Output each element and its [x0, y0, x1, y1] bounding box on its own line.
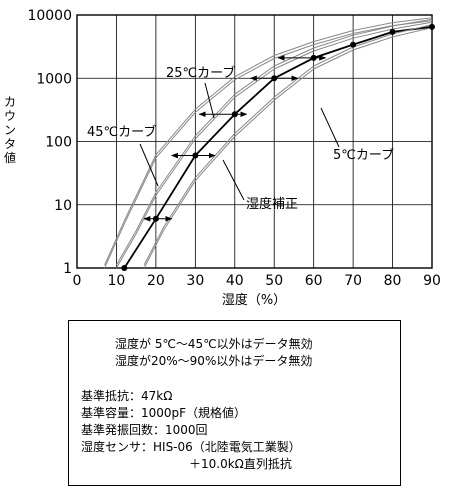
- data-point: [429, 23, 435, 30]
- note-humidity-sensor: 湿度センサ：HIS-06（北陸電気工業製）: [81, 440, 301, 454]
- series-line-lower-outer: [143, 27, 433, 269]
- leader-45c: [139, 143, 159, 187]
- note-series-resistor: ＋10.0kΩ直列抵抗: [189, 457, 292, 471]
- y-tick-label: 1000: [36, 71, 72, 87]
- note-temperature-range: 湿度が 5℃～45℃以外はデータ無効: [115, 337, 313, 351]
- y-tick-label: 10000: [27, 8, 72, 24]
- data-point: [192, 152, 199, 159]
- grid: [76, 14, 433, 269]
- notes-box: 湿度が 5℃～45℃以外はデータ無効 湿度が20%～90%以外はデータ無効 基準…: [68, 320, 401, 486]
- data-point: [271, 75, 278, 82]
- leader-correction: [222, 159, 245, 201]
- data-markers: [121, 23, 435, 271]
- series-line-upper-inner: [104, 17, 433, 266]
- x-tick-label: 50: [265, 273, 283, 289]
- x-tick-label: 80: [384, 273, 402, 289]
- x-tick-label: 10: [108, 273, 126, 289]
- leader-25c: [204, 82, 215, 119]
- tick-labels: 0 10 20 30 40 50 60 70 80 90 1 10 100 1000 10000: [27, 8, 440, 289]
- note-humidity-range: 湿度が20%～90%以外はデータ無効: [115, 354, 313, 368]
- note-reference-oscillation: 基準発振回数：1000回: [81, 423, 208, 437]
- data-point: [350, 41, 357, 48]
- y-axis-label-char: ウ: [3, 109, 16, 123]
- x-tick-label: 0: [73, 273, 82, 289]
- note-reference-resistance: 基準抵抗：47kΩ: [81, 389, 173, 403]
- plot-frame: [76, 14, 433, 269]
- x-tick-label: 70: [344, 273, 362, 289]
- x-tick-label: 90: [423, 273, 441, 289]
- x-tick-label: 20: [147, 273, 165, 289]
- annotation-humidity-correction: 湿度補正: [246, 196, 298, 212]
- leader-5c: [320, 107, 340, 148]
- annotation-5c-curve: 5℃カーブ: [333, 147, 394, 163]
- y-axis-label: カウンタ値: [2, 95, 18, 165]
- y-axis-label-char: 値: [3, 151, 16, 165]
- y-tick-label: 100: [45, 135, 72, 151]
- y-axis-label-char: タ: [3, 137, 16, 151]
- series-line-upper-outer: [104, 20, 433, 269]
- curves: [104, 17, 433, 269]
- x-tick-label: 60: [305, 273, 323, 289]
- series-line-lower-inner: [143, 24, 433, 266]
- note-reference-capacitance: 基準容量：1000pF（規格値）: [81, 406, 247, 420]
- data-point: [121, 265, 128, 271]
- series-line-middle-outer: [115, 21, 433, 269]
- annotation-25c-curve: 25℃カーブ: [166, 65, 235, 81]
- data-point: [231, 111, 238, 118]
- data-point: [310, 54, 317, 61]
- data-point: [152, 215, 159, 222]
- humidity-counter-chart: 0 10 20 30 40 50 60 70 80 90 1 10 100 1000 10000 25℃カー…: [27, 8, 440, 308]
- y-tick-label: 10: [54, 198, 72, 214]
- x-axis-label: 湿度（%）: [222, 292, 286, 308]
- data-point: [389, 28, 396, 35]
- x-tick-label: 30: [186, 273, 204, 289]
- x-tick-label: 40: [226, 273, 244, 289]
- y-axis-label-char: カ: [3, 95, 16, 109]
- y-axis-label-char: ン: [3, 123, 16, 137]
- annotation-45c-curve: 45℃カーブ: [87, 124, 156, 140]
- y-tick-label: 1: [63, 261, 72, 277]
